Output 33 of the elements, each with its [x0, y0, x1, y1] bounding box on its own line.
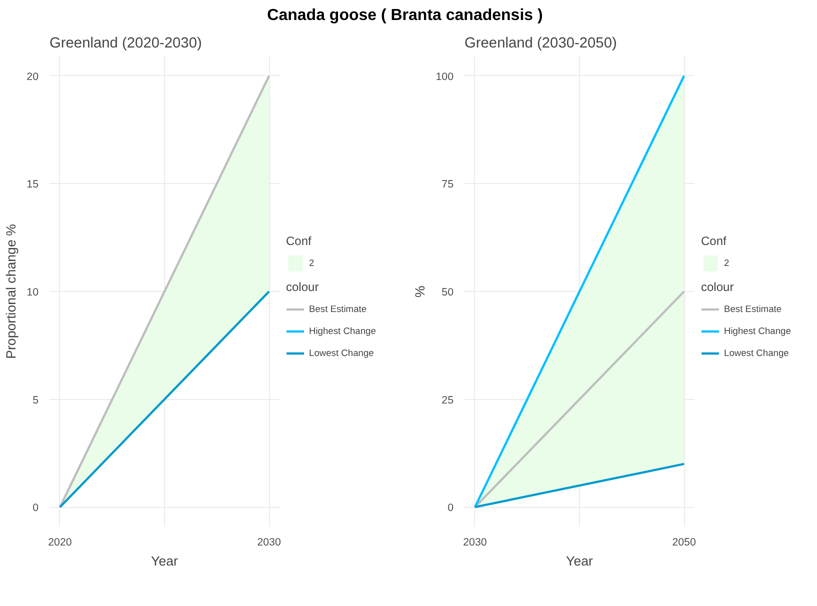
- x-axis-title: Year: [151, 554, 179, 568]
- legend-label: Lowest Change: [724, 348, 789, 358]
- y-tick-label: 75: [442, 178, 454, 191]
- legend-label: 2: [724, 258, 730, 268]
- y-axis-title: Proportional change %: [4, 224, 19, 359]
- x-tick-label: 2030: [257, 536, 281, 548]
- legend-label: Highest Change: [309, 326, 376, 336]
- x-tick-label: 2020: [48, 536, 72, 548]
- y-axis-title: %: [412, 285, 428, 298]
- legend-label: Highest Change: [724, 326, 791, 336]
- y-tick-label: 10: [26, 286, 39, 298]
- text: Conf: [286, 234, 312, 248]
- y-tick-label: 25: [442, 394, 454, 406]
- x-tick-label: 2030: [463, 536, 487, 548]
- legend-label: Best Estimate: [724, 304, 782, 314]
- y-tick-label: 5: [32, 394, 39, 406]
- y-tick-label: 50: [442, 286, 454, 298]
- y-tick-label: 100: [436, 70, 454, 83]
- x-axis-title: Year: [566, 554, 594, 568]
- y-tick-label: 0: [32, 502, 39, 514]
- y-tick-label: 15: [26, 178, 39, 191]
- chart-subtitle: Greenland (2020-2030): [50, 36, 202, 52]
- text: Conf: [701, 234, 728, 248]
- x-tick-label: 2050: [672, 536, 696, 548]
- chart-subtitle: Greenland (2030-2050): [464, 36, 617, 52]
- y-tick-label: 20: [26, 70, 39, 83]
- legend-title: colour: [286, 280, 320, 294]
- text: Canada goose ( Branta canadensis ): [267, 6, 543, 26]
- y-tick-label: 0: [448, 502, 454, 514]
- legend-label: Lowest Change: [309, 348, 374, 358]
- legend-title: colour: [701, 280, 735, 294]
- legend-label: Best Estimate: [309, 304, 367, 314]
- legend-label: 2: [309, 258, 316, 268]
